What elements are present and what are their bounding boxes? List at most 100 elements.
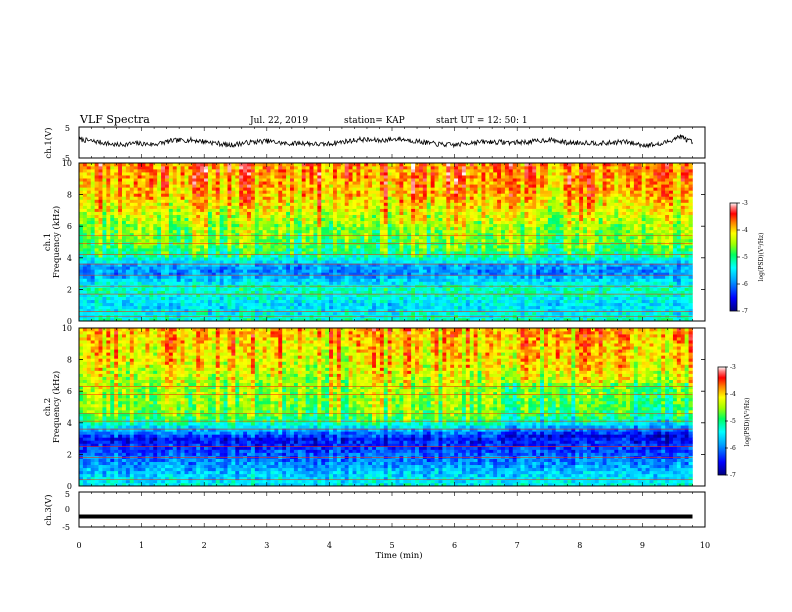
spectrogram-cell (356, 308, 361, 313)
spectrogram-cell (114, 232, 119, 237)
spectrogram-cell (688, 266, 693, 270)
spectrogram-cell (258, 248, 263, 252)
spectrogram-cell (348, 263, 353, 267)
spectrogram-cell (82, 223, 88, 228)
spectrogram-cell (579, 272, 584, 276)
spectrogram-cell (501, 281, 506, 285)
spectrogram-cell (344, 302, 349, 307)
spectrogram-cell (579, 302, 584, 307)
spectrogram-cell (235, 275, 240, 279)
spectrogram-cell (79, 296, 84, 301)
spectrogram-cell (305, 226, 310, 231)
spectrogram-cell (258, 257, 263, 261)
spectrogram-cell (372, 269, 377, 273)
spectrogram-cell (157, 317, 162, 322)
spectrogram-cell (204, 223, 209, 228)
spectrogram-cell (688, 229, 693, 234)
spectrogram-cell (469, 254, 474, 258)
spectrogram-cell (223, 260, 228, 264)
spectrogram-cell (559, 308, 564, 313)
spectrogram-cell (364, 226, 369, 231)
spectrogram-cell (555, 257, 560, 261)
spectrogram-cell (532, 317, 537, 322)
spectrogram-cell (536, 257, 541, 261)
spectrogram-cell (266, 235, 271, 240)
spectrogram-cell (180, 235, 185, 240)
spectrogram-cell (403, 272, 408, 276)
spectrogram-cell (309, 251, 314, 255)
spectrogram-cell (188, 290, 193, 294)
spectrogram-cell (520, 296, 525, 301)
spectrogram-cell (172, 278, 177, 282)
spectrogram-cell (403, 299, 408, 304)
spectrogram-cell (86, 269, 92, 273)
spectrogram-cell (504, 266, 510, 270)
spectrogram-cell (114, 263, 119, 267)
spectrogram-cell (637, 269, 642, 273)
spectrogram-cell (520, 232, 525, 237)
spectrogram-cell (250, 238, 256, 243)
spectrogram-cell (227, 232, 232, 237)
spectrogram-cell (454, 251, 459, 255)
spectrogram-cell (231, 248, 236, 252)
spectrogram-cell (508, 290, 514, 294)
spectrogram-cell (168, 254, 174, 258)
spectrogram-cell (590, 229, 596, 234)
spectrogram-cell (106, 305, 111, 310)
spectrogram-cell (200, 305, 205, 310)
spectrogram-cell (485, 311, 490, 316)
spectrogram-cell (286, 299, 291, 304)
spectrogram-cell (633, 281, 639, 285)
spectrogram-cell (293, 257, 299, 261)
spectrogram-cell (172, 287, 177, 291)
spectrogram-cell (583, 311, 588, 316)
spectrogram-cell (415, 251, 420, 255)
spectrogram-cell (266, 251, 271, 255)
spectrogram-cell (563, 281, 568, 285)
spectrogram-cell (106, 317, 111, 322)
spectrogram-cell (579, 248, 584, 252)
spectrogram-cell (118, 299, 123, 304)
spectrogram-cell (309, 260, 314, 264)
spectrogram-cell (137, 275, 142, 279)
spectrogram-cell (540, 260, 545, 264)
spectrogram-cell (121, 257, 127, 261)
spectrogram-cell (161, 290, 166, 294)
spectrogram-cell (637, 317, 642, 322)
spectrogram-cell (540, 311, 545, 316)
spectrogram-cell (395, 266, 400, 270)
spectrogram-cell (446, 275, 451, 279)
spectrogram-cell (629, 275, 635, 279)
spectrogram-cell (290, 266, 295, 270)
spectrogram-cell (465, 278, 471, 282)
spectrogram-cell (329, 226, 334, 231)
spectrogram-cell (372, 223, 377, 228)
spectrogram-cell (207, 257, 213, 261)
spectrogram-cell (583, 272, 588, 276)
spectrogram-cell (485, 260, 490, 264)
spectrogram-cell (532, 281, 537, 285)
spectrogram-cell (176, 251, 181, 255)
spectrogram-cell (196, 245, 201, 249)
spectrogram-cell (532, 235, 537, 240)
spectrogram-cell (458, 281, 463, 285)
spectrogram-cell (98, 287, 103, 291)
spectrogram-cell (622, 226, 627, 231)
spectrogram-cell (293, 272, 299, 276)
spectrogram-cell (106, 254, 111, 258)
spectrogram-cell (614, 293, 619, 297)
spectrogram-cell (528, 305, 533, 310)
spectrogram-cell (90, 266, 95, 270)
spectrogram-cell (520, 238, 525, 243)
spectrogram-cell (473, 269, 478, 273)
spectrogram-cell (325, 317, 330, 322)
spectrogram-cell (274, 238, 279, 243)
spectrogram-cell (336, 229, 342, 234)
spectrogram-cell (313, 281, 318, 285)
spectrogram-cell (121, 293, 127, 297)
spectrogram-cell (504, 263, 510, 267)
spectrogram-cell (278, 308, 283, 313)
spectrogram-cell (528, 317, 533, 322)
spectrogram-cell (102, 254, 107, 258)
spectrogram-cell (465, 305, 471, 310)
